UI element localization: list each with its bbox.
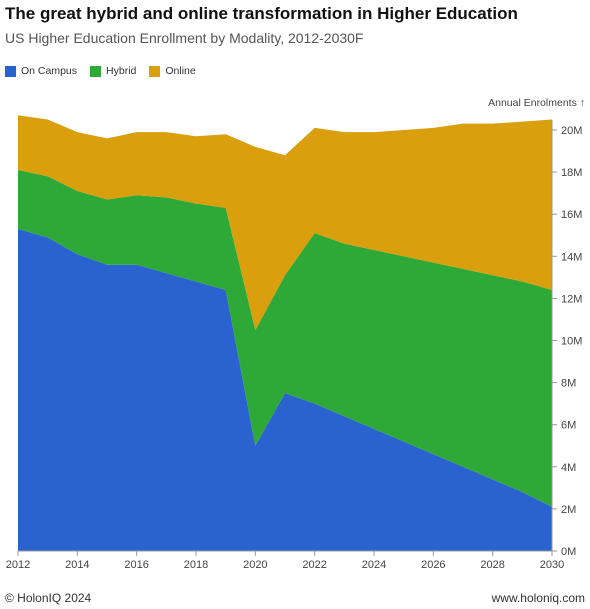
legend-label-on-campus: On Campus (21, 65, 78, 77)
legend-label-hybrid: Hybrid (106, 65, 137, 77)
x-tick-label: 2018 (184, 559, 208, 571)
y-tick-label: 10M (561, 336, 582, 348)
area-hybrid[interactable] (18, 170, 552, 507)
x-tick-label: 2012 (6, 559, 30, 571)
x-tick-label: 2030 (540, 559, 564, 571)
y-tick-label: 14M (561, 251, 582, 263)
y-tick-label: 18M (561, 167, 582, 179)
copyright-text: © HolonIQ 2024 (5, 591, 92, 605)
area-on-campus[interactable] (18, 228, 552, 551)
legend-item-on-campus[interactable]: On Campus (5, 65, 77, 77)
y-tick-label: 12M (561, 293, 582, 305)
legend-swatch-online (149, 65, 161, 77)
y-tick-label: 6M (561, 420, 576, 432)
legend-item-hybrid[interactable]: Hybrid (90, 65, 136, 77)
y-axis-label: Annual Enrolments ↑ (488, 97, 585, 109)
x-tick-label: 2022 (302, 559, 326, 571)
x-tick-label: 2016 (124, 559, 148, 571)
x-tick-label: 2020 (243, 559, 267, 571)
legend-swatch-on-campus (5, 65, 16, 77)
legend-item-online[interactable]: Online (149, 65, 196, 77)
area-online[interactable] (18, 115, 552, 330)
legend: On Campus Hybrid Online (5, 65, 196, 77)
y-tick-label: 0M (561, 546, 576, 558)
x-tick-label: 2028 (480, 559, 504, 571)
y-tick-label: 8M (561, 378, 576, 390)
x-tick-label: 2024 (362, 559, 386, 571)
stacked-area-chart: 2012 2014 2016 2018 2020 2022 2024 2026 2028 2030… (6, 97, 585, 571)
y-tick-label: 4M (561, 462, 576, 474)
chart-subtitle: US Higher Education Enrollment by Modali… (5, 30, 364, 46)
x-tick-label: 2026 (421, 559, 445, 571)
legend-swatch-hybrid (90, 65, 102, 77)
legend-label-online: Online (165, 65, 196, 77)
y-tick-label: 2M (561, 504, 576, 516)
x-tick-label: 2014 (65, 559, 89, 571)
website-link[interactable]: www.holoniq.com (491, 591, 585, 605)
y-tick-label: 16M (561, 209, 582, 221)
y-tick-label: 20M (561, 125, 582, 137)
chart-title: The great hybrid and online transformati… (5, 4, 518, 23)
